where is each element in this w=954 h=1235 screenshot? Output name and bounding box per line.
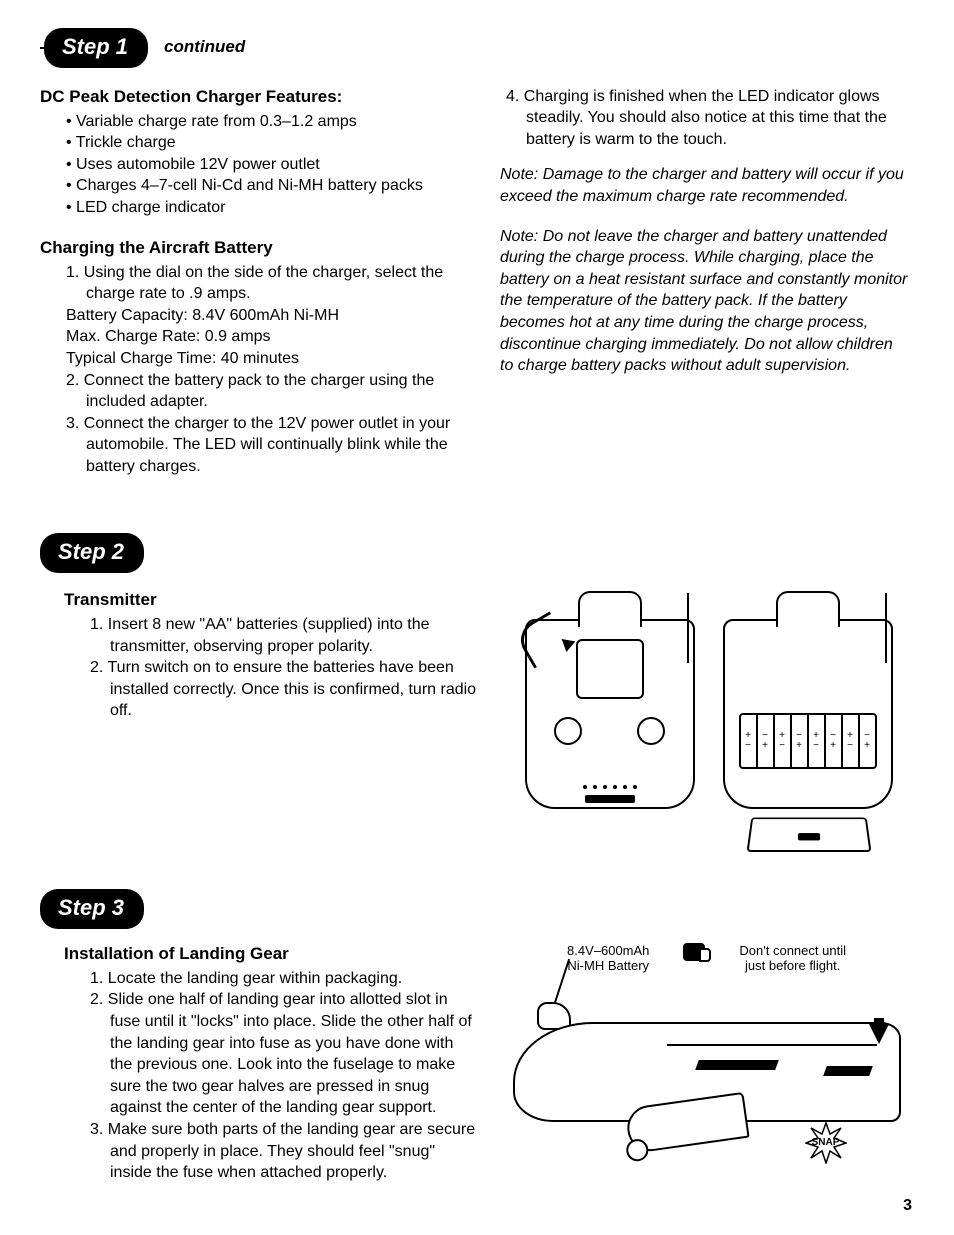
step-1-continued: continued [164,36,245,59]
feature-item: Uses automobile 12V power outlet [66,154,454,176]
feature-item: Trickle charge [66,132,454,154]
step-2-block: Step 2 Transmitter 1. Insert 8 new "AA" … [40,533,914,859]
step-1-header: Step 1 continued [40,28,914,68]
step-1-right-column: 4. Charging is finished when the LED ind… [500,86,914,478]
step-2-header: Step 2 [40,533,914,573]
landing-gear-list: 1. Locate the landing gear within packag… [64,968,479,1184]
transmitter-step: 2. Turn switch on to ensure the batterie… [90,657,479,722]
features-title: DC Peak Detection Charger Features: [40,86,454,109]
landing-gear-step: 1. Locate the landing gear within packag… [90,968,479,990]
step-3-header: Step 3 [40,889,914,929]
feature-item: Charges 4–7-cell Ni-Cd and Ni-MH battery… [66,175,454,197]
step-2-text: Transmitter 1. Insert 8 new "AA" batteri… [40,589,479,859]
battery-cover-icon [746,818,871,852]
step-3-text: Installation of Landing Gear 1. Locate t… [40,943,479,1192]
note-2: Note: Do not leave the charger and batte… [500,226,914,377]
step-1-label: Step 1 [44,28,148,68]
features-list: Variable charge rate from 0.3–1.2 amps T… [40,111,454,219]
snap-burst-icon: SNAP [805,1122,847,1164]
step-1-left-column: DC Peak Detection Charger Features: Vari… [40,86,454,478]
feature-item: LED charge indicator [66,197,454,219]
transmitter-list: 1. Insert 8 new "AA" batteries (supplied… [64,614,479,722]
charging-list-continued: 4. Charging is finished when the LED ind… [500,86,914,151]
charging-list: 1. Using the dial on the side of the cha… [40,262,454,478]
charging-title: Charging the Aircraft Battery [40,237,454,260]
transmitter-diagram: +− −+ +− −+ +− −+ +− −+ [499,589,914,859]
landing-gear-step: 3. Make sure both parts of the landing g… [90,1119,479,1184]
landing-gear-title: Installation of Landing Gear [64,943,479,966]
transmitter-step: 1. Insert 8 new "AA" batteries (supplied… [90,614,479,657]
warning-callout: Don't connect until just before flight. [739,943,846,974]
feature-item: Variable charge rate from 0.3–1.2 amps [66,111,454,133]
transmitter-front-icon [525,619,695,809]
charging-step: 1. Using the dial on the side of the cha… [66,262,454,370]
note-1: Note: Damage to the charger and battery … [500,164,914,207]
step-3-block: Step 3 Installation of Landing Gear 1. L… [40,889,914,1192]
charging-step: 3. Connect the charger to the 12V power … [66,413,454,478]
landing-gear-step: 2. Slide one half of landing gear into a… [90,989,479,1119]
step-3-label: Step 3 [40,889,144,929]
charging-step: 4. Charging is finished when the LED ind… [506,86,914,151]
transmitter-title: Transmitter [64,589,479,612]
transmitter-back-icon: +− −+ +− −+ +− −+ +− −+ [723,619,893,809]
step-2-label: Step 2 [40,533,144,573]
page-number: 3 [903,1195,912,1217]
plane-diagram: 8.4V–600mAh Ni-MH Battery Don't connect … [499,943,914,1192]
step-1-columns: DC Peak Detection Charger Features: Vari… [40,86,914,478]
battery-callout: 8.4V–600mAh Ni-MH Battery [567,943,649,974]
arrow-down-icon [869,1024,889,1044]
charging-step: 2. Connect the battery pack to the charg… [66,370,454,413]
pointing-hand-icon [683,943,705,961]
